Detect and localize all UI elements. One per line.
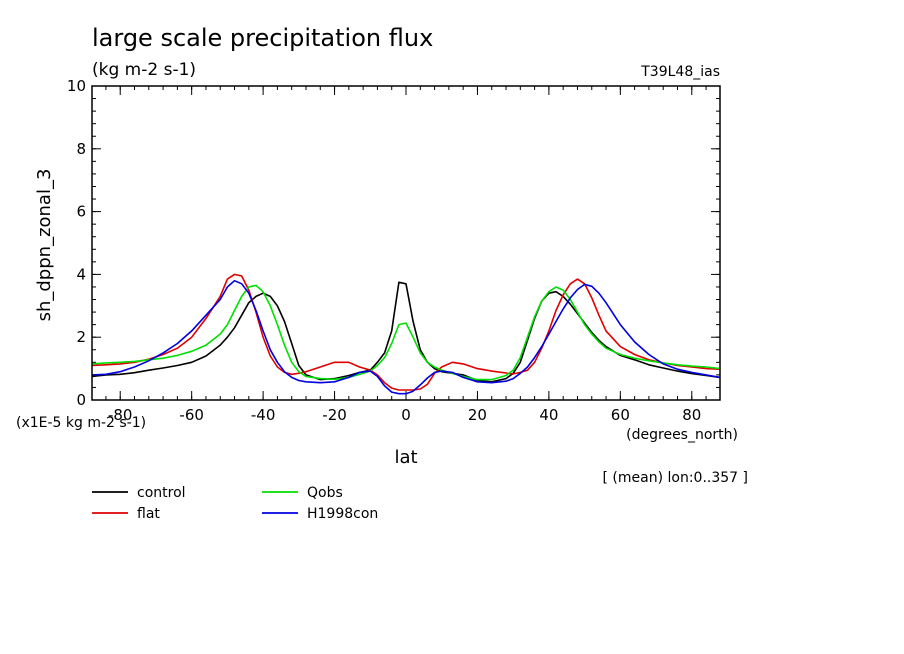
chart-units: (kg m-2 s-1) — [92, 60, 196, 80]
y-tick-label: 0 — [76, 391, 86, 409]
plot-frame — [91, 85, 721, 401]
x-tick-label: -20 — [322, 406, 347, 424]
y-tick-label: 10 — [67, 77, 86, 95]
y-scale-note: (x1E-5 kg m-2 s-1) — [16, 415, 146, 431]
chart-title: large scale precipitation flux — [92, 24, 433, 52]
y-tick-label: 6 — [76, 203, 86, 221]
y-tick-label: 2 — [76, 328, 86, 346]
series-lines — [91, 273, 721, 395]
y-tick-label: 8 — [76, 140, 86, 158]
legend-label-qobs: Qobs — [307, 485, 343, 501]
x-tick-label: -80 — [108, 406, 133, 424]
legend: control flat Qobs H1998con — [92, 485, 378, 522]
x-tick-label: 20 — [468, 406, 487, 424]
x-axis-label: lat — [394, 447, 417, 468]
x-tick-label: -60 — [179, 406, 204, 424]
series-line-control — [91, 281, 721, 383]
x-tick-label: -40 — [251, 406, 276, 424]
x-axis-units: (degrees_north) — [626, 427, 738, 443]
y-tick-label: 4 — [76, 265, 86, 283]
x-tick-label: 0 — [401, 406, 411, 424]
x-tick-label: 60 — [611, 406, 630, 424]
x-tick-label: 80 — [682, 406, 701, 424]
axis-ticks: -80 -60 -40 -20 0 20 40 60 80 0 2 4 6 8 10 — [67, 77, 720, 424]
y-axis-label: sh_dppn_zonal_3 — [34, 169, 55, 322]
legend-label-control: control — [137, 485, 186, 501]
legend-label-flat: flat — [137, 506, 160, 522]
legend-label-h1998con: H1998con — [307, 506, 378, 522]
series-line-h1998con — [91, 279, 721, 395]
footer-note: [ (mean) lon:0..357 ] — [603, 470, 748, 486]
experiment-label: T39L48_ias — [640, 64, 720, 80]
series-line-qobs — [91, 284, 721, 381]
x-tick-label: 40 — [539, 406, 558, 424]
series-line-flat — [91, 273, 721, 391]
